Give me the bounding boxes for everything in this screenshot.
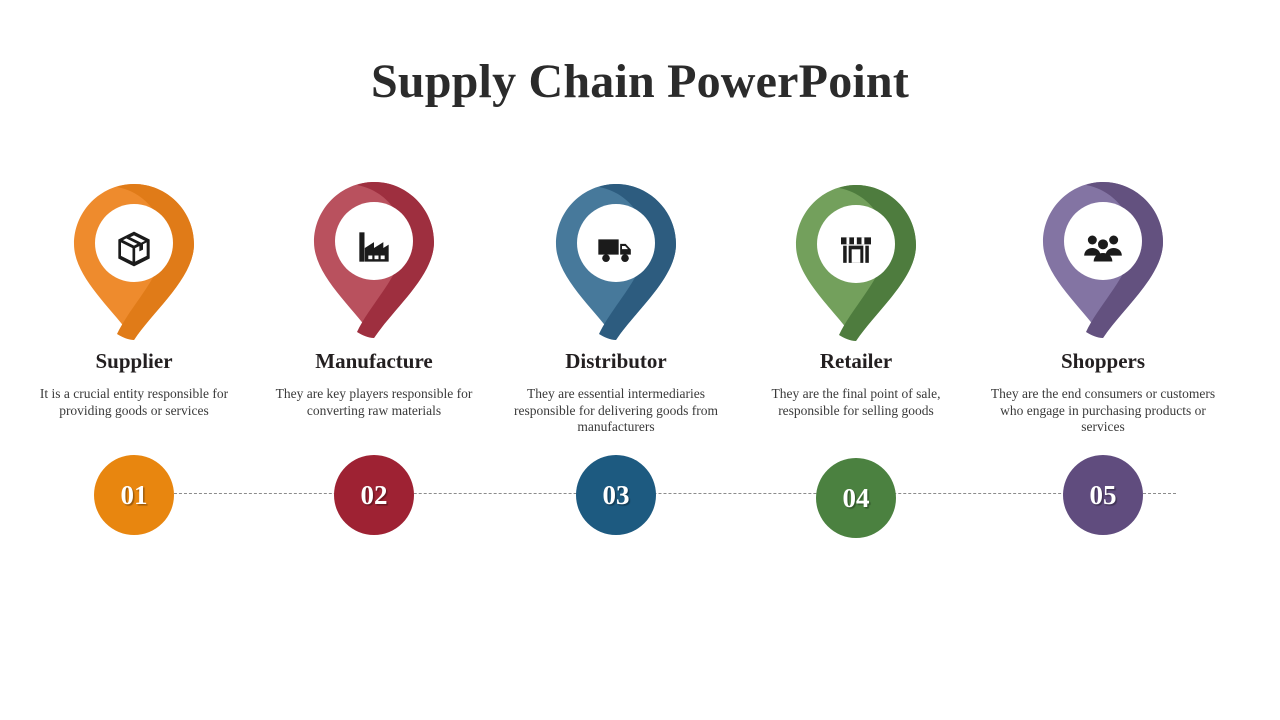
factory-icon bbox=[351, 224, 397, 270]
step-number-04[interactable]: 04 bbox=[816, 458, 896, 538]
map-pin-retailer[interactable] bbox=[794, 183, 918, 343]
storefront-icon bbox=[833, 227, 879, 273]
delivery-truck-icon bbox=[593, 226, 639, 272]
map-pin-manufacture[interactable] bbox=[312, 180, 436, 340]
stage-retailer[interactable]: Retailer They are the final point of sal… bbox=[736, 0, 976, 720]
stage-label-shoppers: Shoppers bbox=[1060, 349, 1146, 373]
map-pin-shoppers[interactable] bbox=[1041, 180, 1165, 340]
page-title: Supply Chain PowerPoint bbox=[370, 55, 910, 108]
package-box-icon bbox=[111, 226, 157, 272]
map-pin-distributor[interactable] bbox=[554, 182, 678, 342]
stage-description-manufacture: They are key players responsible for con… bbox=[275, 386, 473, 418]
stage-description-distributor: They are essential intermediaries respon… bbox=[514, 386, 718, 434]
step-number-02[interactable]: 02 bbox=[334, 455, 414, 535]
stage-shoppers[interactable]: Shoppers They are the end consumers or c… bbox=[983, 0, 1223, 720]
stage-distributor[interactable]: Distributor They are essential intermedi… bbox=[496, 0, 736, 720]
stage-label-retailer: Retailer bbox=[819, 349, 893, 373]
stage-label-distributor: Distributor bbox=[565, 349, 667, 373]
stage-label-manufacture: Manufacture bbox=[315, 349, 433, 373]
stage-description-supplier: It is a crucial entity responsible for p… bbox=[39, 386, 229, 418]
stage-description-retailer: They are the final point of sale, respon… bbox=[771, 386, 941, 418]
stage-manufacture[interactable]: Manufacture They are key players respons… bbox=[254, 0, 494, 720]
step-number-03[interactable]: 03 bbox=[576, 455, 656, 535]
people-group-icon bbox=[1080, 224, 1126, 270]
step-number-05[interactable]: 05 bbox=[1063, 455, 1143, 535]
step-number-01[interactable]: 01 bbox=[94, 455, 174, 535]
stage-label-supplier: Supplier bbox=[95, 349, 173, 373]
stage-description-shoppers: They are the end consumers or customers … bbox=[990, 386, 1216, 434]
stage-supplier[interactable]: Supplier It is a crucial entity responsi… bbox=[14, 0, 254, 720]
map-pin-supplier[interactable] bbox=[72, 182, 196, 342]
